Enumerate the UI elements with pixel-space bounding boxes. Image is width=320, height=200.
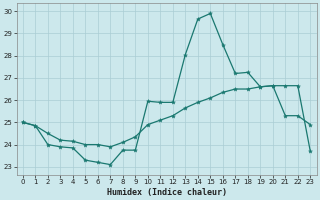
X-axis label: Humidex (Indice chaleur): Humidex (Indice chaleur)	[107, 188, 227, 197]
